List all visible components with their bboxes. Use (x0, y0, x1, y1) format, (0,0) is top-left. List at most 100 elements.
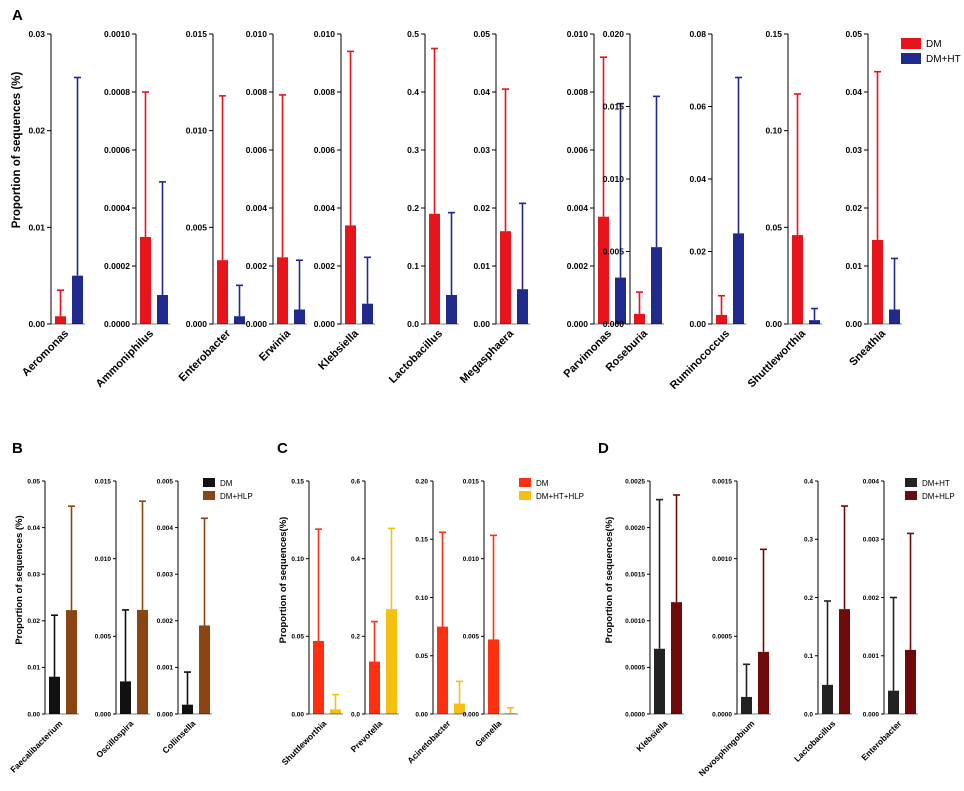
bar-dm-hlp (758, 651, 769, 714)
legend-swatch-d-1 (905, 491, 917, 500)
subplot-a-enterobacter: 0.000 0.005 0.010 0.015 Enterobacter (177, 29, 247, 384)
y-tick-label: 0.004 (246, 203, 268, 213)
legend-swatch-b-1 (203, 491, 215, 500)
y-tick-label: 0.005 (186, 222, 208, 232)
y-tick-label: 0.1 (407, 261, 419, 271)
subplot-c-acinetobacter: 0.00 0.05 0.10 0.15 0.20 Acinetobacter (405, 478, 467, 765)
y-tick-label: 0.0025 (625, 478, 645, 485)
panel-letter-c: C (277, 440, 288, 457)
y-tick-label: 0.000 (863, 711, 880, 718)
bar-dm (488, 639, 499, 714)
y-tick-label: 0.00 (765, 319, 782, 329)
bar-dm-ht (809, 320, 820, 324)
y-tick-label: 0.020 (603, 29, 625, 39)
category-label: Oscillospira (94, 718, 136, 760)
y-tick-label: 0.08 (689, 29, 706, 39)
y-tick-label: 0.006 (567, 145, 589, 155)
bar-dm-hlp (671, 602, 682, 714)
subplot-c-shuttleworthia: 0.00 0.05 0.10 0.15 Shuttleworthia (280, 478, 343, 767)
y-tick-label: 0.004 (157, 525, 174, 532)
y-tick-label: 0.015 (95, 478, 112, 485)
y-tick-label: 0.000 (314, 319, 336, 329)
y-tick-label: 0.0002 (104, 261, 130, 271)
legend-label-d-1: DM+HLP (922, 492, 955, 501)
bar-dm-ht (517, 289, 528, 324)
y-tick-label: 0.0004 (104, 203, 130, 213)
y-tick-label: 0.05 (27, 478, 40, 485)
panel-a-ylabel: Proportion of sequences (%) (11, 72, 23, 229)
subplot-c-gemella: 0.000 0.005 0.010 0.015 Gemella (463, 478, 518, 749)
y-tick-label: 0.00 (845, 319, 862, 329)
y-tick-label: 0.0000 (712, 711, 732, 718)
subplot-a-erwinia: 0.000 0.002 0.004 0.006 0.008 0.010 Erwinia (246, 29, 307, 364)
y-tick-label: 0.0015 (625, 571, 645, 578)
y-tick-label: 0.002 (246, 261, 268, 271)
bar-dm (369, 661, 380, 714)
y-tick-label: 0.008 (246, 87, 268, 97)
bar-dm-hlp (66, 610, 77, 714)
category-label: Shuttleworthia (746, 327, 809, 390)
bar-dm-ht (741, 696, 752, 714)
panel-letter-b: B (12, 440, 23, 457)
panel-c-legend: DM DM+HT+HLP (519, 478, 584, 501)
bar-dm (437, 626, 448, 714)
y-tick-label: 0.05 (291, 634, 304, 641)
bar-dm-ht (822, 684, 833, 714)
y-tick-label: 0.0015 (712, 478, 732, 485)
subplot-d-klebsiella: 0.0000 0.0005 0.0010 0.0015 0.0020 0.0025 Kleb… (625, 478, 684, 753)
bar-dm (49, 676, 60, 714)
bar-dm (55, 316, 66, 324)
subplot-a-lactobacillus: 0.0 0.1 0.2 0.3 0.4 0.5 Lactobacillus (387, 29, 459, 386)
y-tick-label: 0.004 (314, 203, 336, 213)
panel-a-plots: 0.000.010.020.03Aeromonas0.00000.00020.0… (20, 29, 902, 392)
category-label: Megasphaera (458, 327, 517, 386)
y-tick-label: 0.01 (845, 261, 862, 271)
y-tick-label: 0.5 (407, 29, 419, 39)
subplot-b-collinsella: 0.000 0.001 0.002 0.003 0.004 0.005 Collinsell… (157, 478, 212, 755)
legend-label-c-0: DM (536, 479, 549, 488)
subplot-b-oscillospira: 0.000 0.005 0.010 0.015 Oscillospira (94, 478, 150, 760)
y-tick-label: 0.0020 (625, 525, 645, 532)
y-tick-label: 0.004 (567, 203, 589, 213)
panel-b-legend: DM DM+HLP (203, 478, 253, 501)
category-label: Collinsella (160, 718, 197, 755)
bar-dm-ht-hlp (505, 713, 516, 714)
category-label: Shuttleworthia (280, 718, 329, 767)
y-tick-label: 0.000 (157, 711, 174, 718)
y-tick-label: 0.10 (415, 595, 428, 602)
panel-d-legend: DM+HT DM+HLP (905, 478, 955, 501)
bar-dm-ht (157, 295, 168, 324)
y-tick-label: 0.05 (765, 222, 782, 232)
panel-b-plots: 0.00 0.01 0.02 0.03 0.04 0.05 Faecalibacterium… (8, 478, 212, 775)
category-label: Enterobacter (177, 327, 234, 384)
bar-dm-ht (733, 233, 744, 324)
bar-dm (313, 640, 324, 714)
bar-dm-ht-hlp (330, 709, 341, 714)
bar-dm-ht (888, 690, 899, 714)
y-tick-label: 0.01 (28, 222, 45, 232)
category-label: Parvimonas (562, 328, 615, 381)
y-tick-label: 0.00 (27, 711, 40, 718)
y-tick-label: 0.003 (157, 571, 174, 578)
category-label: Gemella (473, 718, 504, 749)
bar-dm (345, 225, 356, 324)
panel-letter-a: A (12, 7, 23, 24)
legend-label-b-0: DM (220, 479, 233, 488)
y-tick-label: 0.3 (407, 145, 419, 155)
y-tick-label: 0.010 (463, 556, 480, 563)
bar-dm-ht (889, 309, 900, 324)
panel-c-plots: 0.000.050.100.15Shuttleworthia0.00.20.40… (280, 478, 518, 767)
y-tick-label: 0.0 (804, 711, 813, 718)
bar-dm (429, 213, 440, 324)
y-tick-label: 0.03 (27, 571, 40, 578)
y-tick-label: 0.04 (845, 87, 862, 97)
y-tick-label: 0.006 (314, 145, 336, 155)
y-tick-label: 0.6 (351, 478, 360, 485)
category-label: Acinetobacter (405, 718, 453, 766)
y-tick-label: 0.05 (473, 29, 490, 39)
category-label: Klebsiella (634, 718, 669, 753)
y-tick-label: 0.03 (845, 145, 862, 155)
y-tick-label: 0.05 (845, 29, 862, 39)
y-tick-label: 0.00 (473, 319, 490, 329)
